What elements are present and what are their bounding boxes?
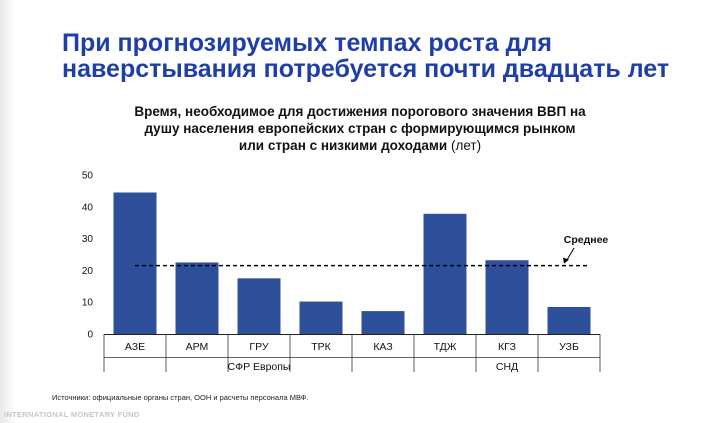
category-label: КАЗ	[373, 341, 392, 353]
bar	[547, 306, 591, 334]
category-label: ГРУ	[249, 341, 268, 353]
chart-title-line-3-wrap: или стран с низкими доходами (лет)	[80, 137, 640, 154]
y-tick-label: 0	[87, 330, 93, 341]
bar	[361, 311, 405, 334]
slide-headline: При прогнозируемых темпах роста для наве…	[62, 30, 712, 82]
category-label: ТРК	[311, 341, 331, 353]
imf-footer: INTERNATIONAL MONETARY FUND	[4, 410, 140, 419]
average-label: Среднее	[564, 234, 609, 246]
category-label: КГЗ	[498, 341, 516, 353]
bar	[175, 262, 219, 334]
y-tick-label: 30	[82, 234, 94, 245]
y-tick-label: 40	[82, 202, 94, 213]
bar	[485, 260, 529, 334]
bar	[237, 278, 281, 334]
category-label: АЗЕ	[125, 341, 145, 353]
category-label: ТДЖ	[434, 341, 457, 353]
headline-line-1: При прогнозируемых темпах роста для	[62, 29, 552, 57]
chart-title-line-1: Время, необходимое для достижения порого…	[134, 104, 586, 119]
chart-title-unit: (лет)	[450, 138, 482, 153]
source-note: Источники: официальные органы стран, ООН…	[52, 393, 309, 402]
group-label: СНД	[496, 361, 518, 373]
bar	[423, 213, 467, 334]
chart-title: Время, необходимое для достижения порого…	[80, 103, 640, 154]
y-tick-label: 10	[82, 298, 94, 309]
bar	[299, 301, 343, 334]
bar	[113, 192, 157, 334]
category-label: АРМ	[186, 341, 209, 353]
chart-title-line-3: или стран с низкими доходами	[238, 138, 448, 153]
average-arrow-head	[563, 257, 569, 264]
headline-line-2: наверстывания потребуется почти двадцать…	[62, 55, 670, 83]
y-tick-label: 20	[82, 266, 94, 277]
edge-band	[0, 0, 16, 423]
chart-title-line-2: душу населения европейских стран с форми…	[144, 121, 576, 136]
category-label: УЗБ	[559, 341, 579, 353]
group-label: СФР Европы	[228, 361, 291, 373]
y-tick-label: 50	[82, 171, 94, 182]
